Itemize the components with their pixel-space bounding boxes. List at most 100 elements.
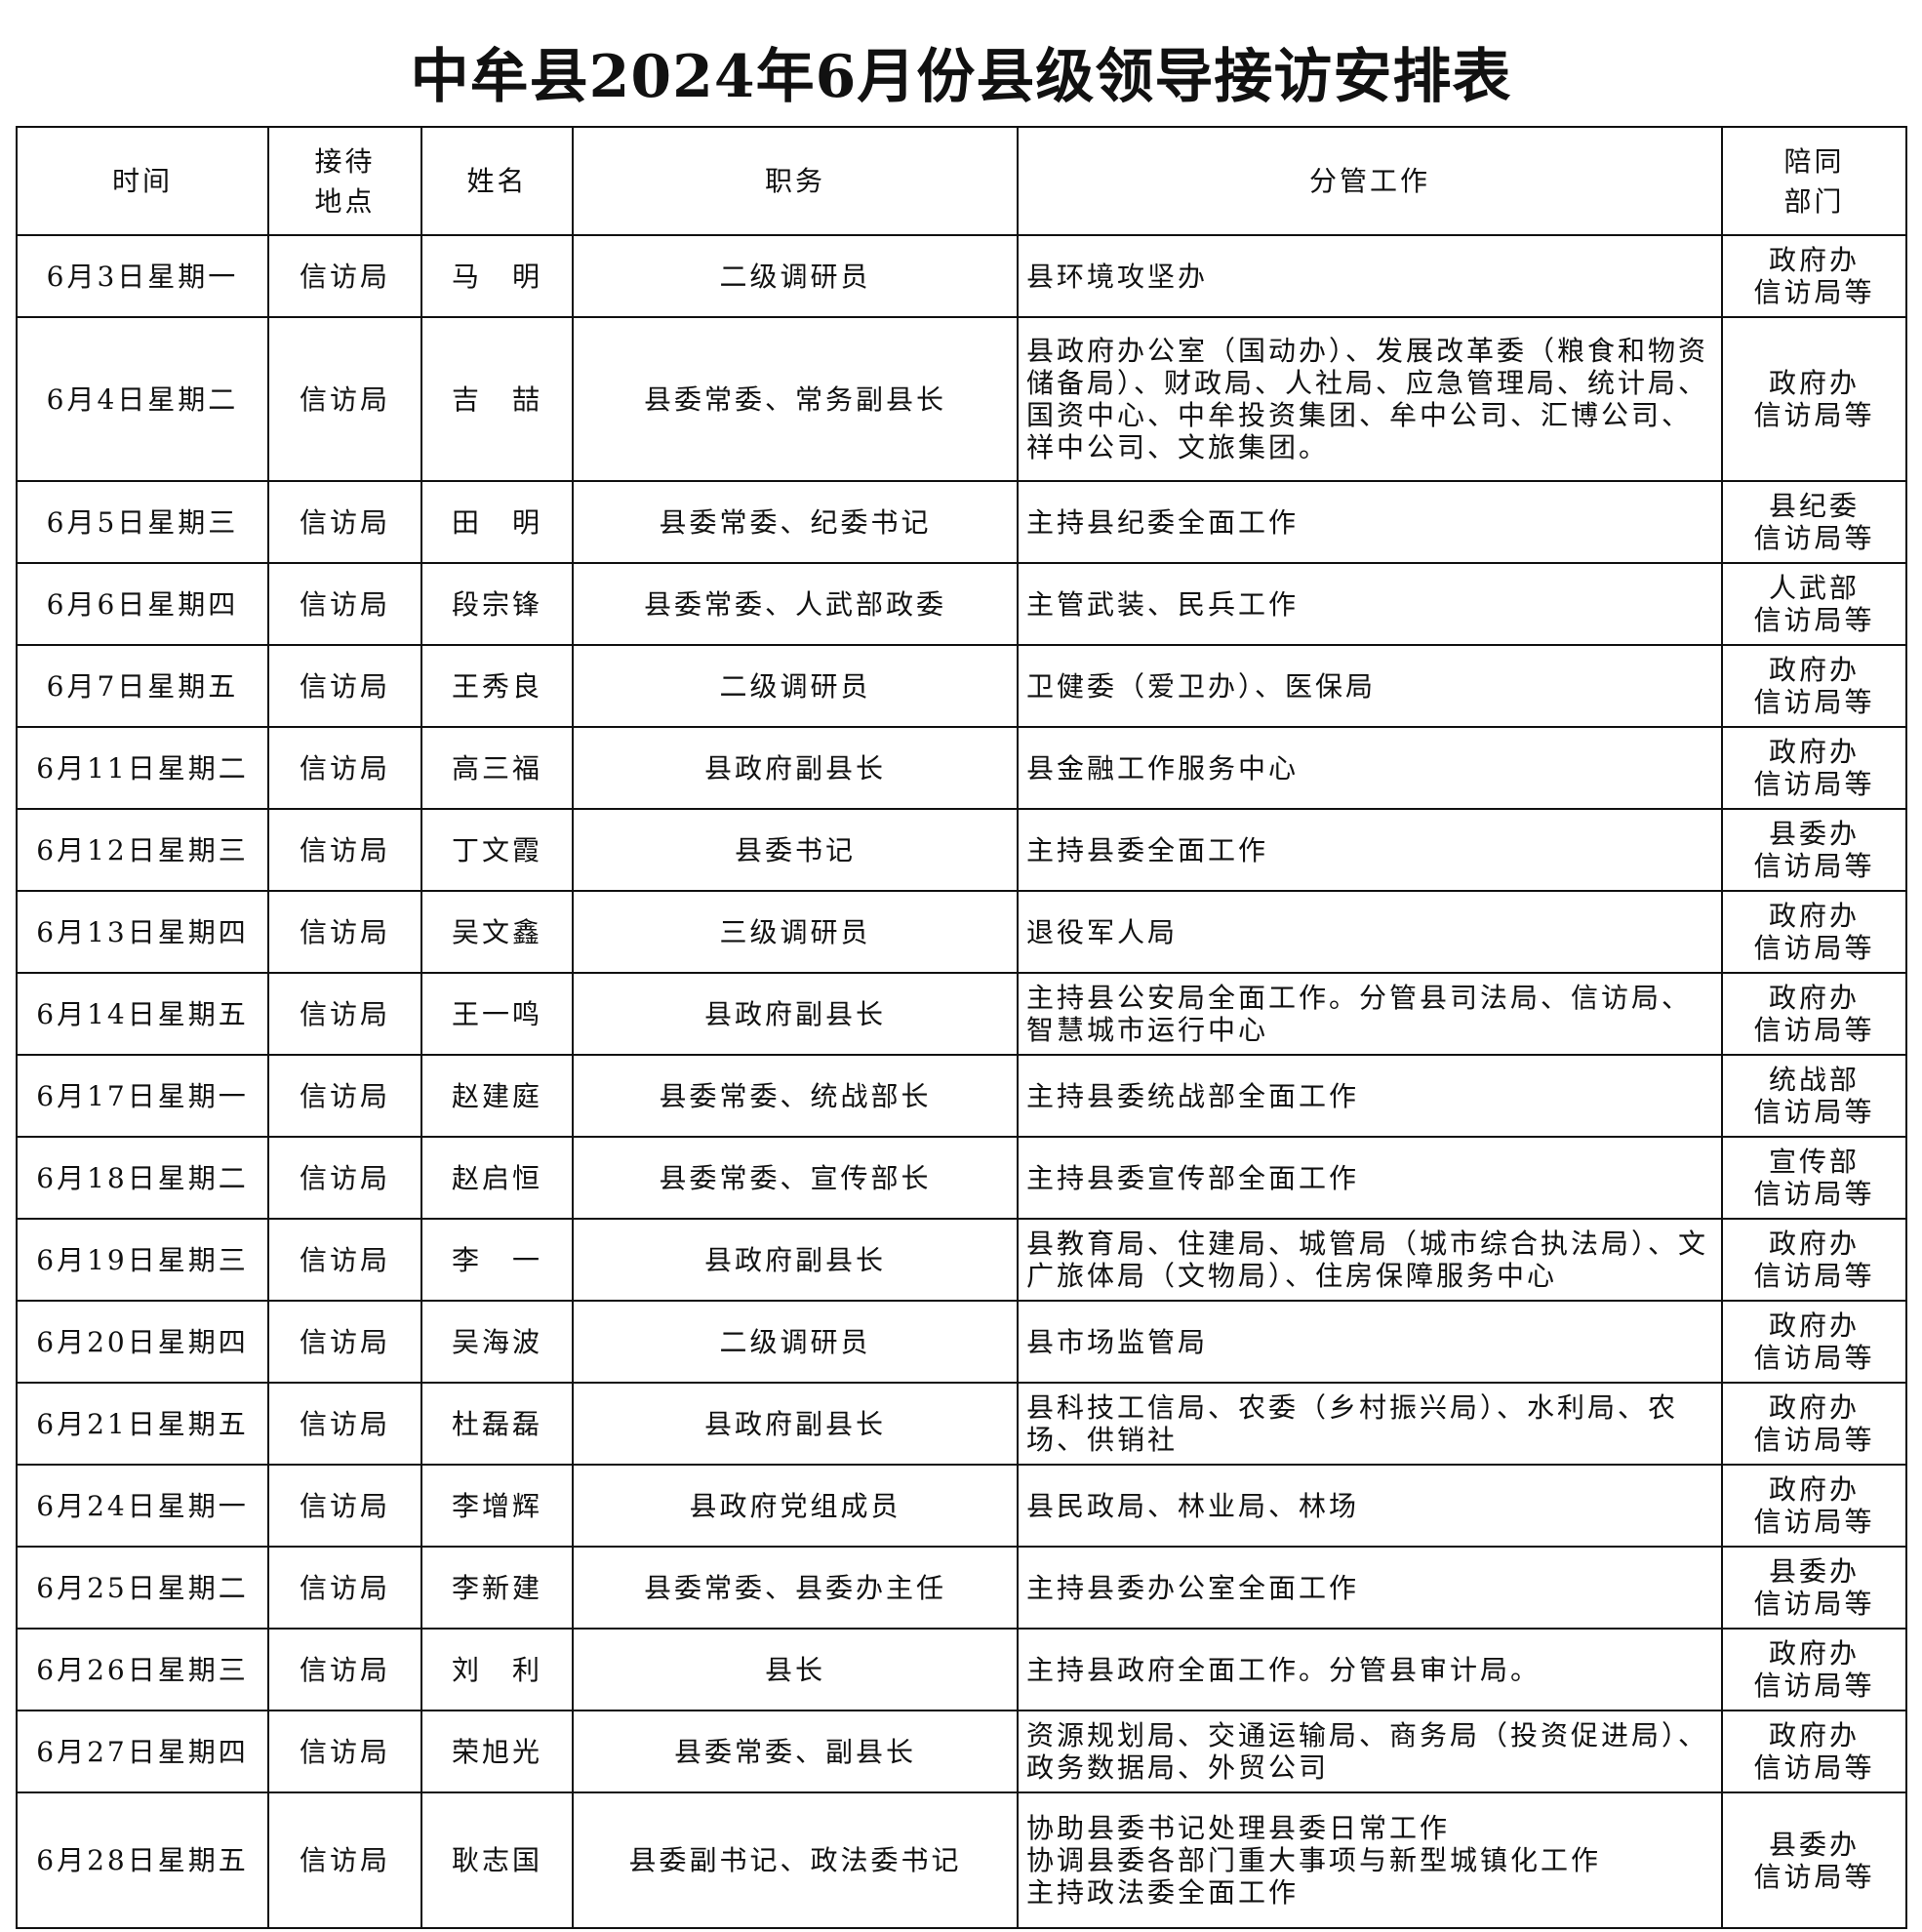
- date-cell: 6月17日星期一: [16, 1054, 269, 1138]
- header-row: 时间 接待 地点 姓名 职务 分管工作 陪同 部门: [16, 126, 1907, 236]
- place-cell: 信访局: [267, 1628, 422, 1711]
- name-cell: 段宗锋: [420, 562, 574, 646]
- place-cell: 信访局: [267, 480, 422, 564]
- place-cell: 信访局: [267, 890, 422, 974]
- date-cell: 6月14日星期五: [16, 972, 269, 1056]
- dept-cell: 政府办 信访局等: [1721, 1218, 1907, 1302]
- place-cell: 信访局: [267, 1546, 422, 1630]
- name-cell: 杜磊磊: [420, 1382, 574, 1466]
- work-cell: 主持县纪委全面工作: [1017, 480, 1723, 564]
- date-cell: 6月6日星期四: [16, 562, 269, 646]
- header-date: 时间: [16, 126, 269, 236]
- place-cell: 信访局: [267, 1136, 422, 1220]
- date-cell: 6月25日星期二: [16, 1546, 269, 1630]
- name-cell: 李增辉: [420, 1464, 574, 1548]
- title-cell: 县政府副县长: [572, 726, 1019, 810]
- place-cell: 信访局: [267, 726, 422, 810]
- title-cell: 县委书记: [572, 808, 1019, 892]
- header-name: 姓名: [420, 126, 574, 236]
- table-row: 6月28日星期五 信访局 耿志国 县委副书记、政法委书记 协助县委书记处理县委日常工作 …: [16, 1791, 1907, 1929]
- table-row: 6月5日星期三 信访局田 明县委常委、纪委书记 主持县纪委全面工作 县纪委 信访局等: [16, 480, 1907, 564]
- date-cell: 6月24日星期一: [16, 1464, 269, 1548]
- date-cell: 6月11日星期二: [16, 726, 269, 810]
- date-cell: 6月4日星期二: [16, 316, 269, 482]
- table-row: 6月25日星期二 信访局 李新建 县委常委、县委办主任 主持县委办公室全面工作 县委办 信…: [16, 1546, 1907, 1630]
- name-cell: 高三福: [420, 726, 574, 810]
- work-cell: 县市场监管局: [1017, 1300, 1723, 1384]
- title-cell: 县政府副县长: [572, 1382, 1019, 1466]
- work-cell: 县民政局、林业局、林场: [1017, 1464, 1723, 1548]
- date-cell: 6月12日星期三: [16, 808, 269, 892]
- date-cell: 6月3日星期一: [16, 234, 269, 318]
- table-row: 6月11日星期二 信访局 高三福 县政府副县长 县金融工作服务中心 政府办 信访局等: [16, 726, 1907, 810]
- table-row: 6月14日星期五 信访局 王一鸣 县政府副县长 主持县公安局全面工作。分管县司法局、信访…: [16, 972, 1907, 1056]
- name-cell: 李新建: [420, 1546, 574, 1630]
- name-cell: 丁文霞: [420, 808, 574, 892]
- date-cell: 6月28日星期五: [16, 1791, 269, 1929]
- table-row: 6月26日星期三 信访局刘 利县长 主持县政府全面工作。分管县审计局。 政府办 信访局…: [16, 1628, 1907, 1711]
- place-cell: 信访局: [267, 1710, 422, 1793]
- name-cell: 田 明: [420, 480, 574, 564]
- table-row: 6月3日星期一 信访局马 明二级调研员 县环境攻坚办 政府办 信访局等: [16, 234, 1907, 318]
- date-cell: 6月20日星期四: [16, 1300, 269, 1384]
- place-cell: 信访局: [267, 316, 422, 482]
- name-cell: 吉 喆: [420, 316, 574, 482]
- work-cell: 主持县委办公室全面工作: [1017, 1546, 1723, 1630]
- work-cell: 资源规划局、交通运输局、商务局（投资促进局）、政务数据局、外贸公司: [1017, 1710, 1723, 1793]
- dept-cell: 政府办 信访局等: [1721, 1628, 1907, 1711]
- table-row: 6月19日星期三 信访局李 一县政府副县长 县教育局、住建局、城管局（城市综合执法局…: [16, 1218, 1907, 1302]
- dept-cell: 县委办 信访局等: [1721, 1791, 1907, 1929]
- table-row: 6月7日星期五 信访局 王秀良 二级调研员 卫健委（爱卫办）、医保局 政府办 信访局等: [16, 644, 1907, 728]
- place-cell: 信访局: [267, 1054, 422, 1138]
- title-cell: 县长: [572, 1628, 1019, 1711]
- dept-cell: 政府办 信访局等: [1721, 726, 1907, 810]
- dept-cell: 政府办 信访局等: [1721, 1300, 1907, 1384]
- date-cell: 6月13日星期四: [16, 890, 269, 974]
- dept-cell: 政府办 信访局等: [1721, 1710, 1907, 1793]
- work-cell: 县政府办公室（国动办）、发展改革委（粮食和物资储备局）、财政局、人社局、应急管理…: [1017, 316, 1723, 482]
- dept-cell: 县纪委 信访局等: [1721, 480, 1907, 564]
- work-cell: 主持县委统战部全面工作: [1017, 1054, 1723, 1138]
- work-cell: 主持县委宣传部全面工作: [1017, 1136, 1723, 1220]
- work-cell: 主持县委全面工作: [1017, 808, 1723, 892]
- title-cell: 县委副书记、政法委书记: [572, 1791, 1019, 1929]
- name-cell: 吴文鑫: [420, 890, 574, 974]
- title-cell: 县政府副县长: [572, 1218, 1019, 1302]
- date-cell: 6月26日星期三: [16, 1628, 269, 1711]
- dept-cell: 政府办 信访局等: [1721, 972, 1907, 1056]
- dept-cell: 宣传部 信访局等: [1721, 1136, 1907, 1220]
- date-cell: 6月19日星期三: [16, 1218, 269, 1302]
- work-cell: 卫健委（爱卫办）、医保局: [1017, 644, 1723, 728]
- work-cell: 县教育局、住建局、城管局（城市综合执法局）、文广旅体局（文物局）、住房保障服务中…: [1017, 1218, 1723, 1302]
- title-cell: 县委常委、常务副县长: [572, 316, 1019, 482]
- date-cell: 6月5日星期三: [16, 480, 269, 564]
- title-cell: 县委常委、统战部长: [572, 1054, 1019, 1138]
- table-row: 6月13日星期四 信访局 吴文鑫 三级调研员 退役军人局 政府办 信访局等: [16, 890, 1907, 974]
- dept-cell: 政府办 信访局等: [1721, 1464, 1907, 1548]
- place-cell: 信访局: [267, 1218, 422, 1302]
- table-row: 6月18日星期二 信访局 赵启恒 县委常委、宣传部长 主持县委宣传部全面工作 宣传部 信访…: [16, 1136, 1907, 1220]
- place-cell: 信访局: [267, 808, 422, 892]
- work-cell: 主管武装、民兵工作: [1017, 562, 1723, 646]
- dept-cell: 政府办 信访局等: [1721, 316, 1907, 482]
- dept-cell: 政府办 信访局等: [1721, 1382, 1907, 1466]
- table-row: 6月12日星期三 信访局 丁文霞 县委书记 主持县委全面工作 县委办 信访局等: [16, 808, 1907, 892]
- name-cell: 王一鸣: [420, 972, 574, 1056]
- table-row: 6月27日星期四 信访局 荣旭光 县委常委、副县长 资源规划局、交通运输局、商务局（投资…: [16, 1710, 1907, 1793]
- name-cell: 马 明: [420, 234, 574, 318]
- dept-cell: 县委办 信访局等: [1721, 1546, 1907, 1630]
- place-cell: 信访局: [267, 972, 422, 1056]
- work-cell: 县科技工信局、农委（乡村振兴局）、水利局、农场、供销社: [1017, 1382, 1723, 1466]
- place-cell: 信访局: [267, 1382, 422, 1466]
- title-cell: 县委常委、纪委书记: [572, 480, 1019, 564]
- title-cell: 县委常委、人武部政委: [572, 562, 1019, 646]
- title-cell: 县政府副县长: [572, 972, 1019, 1056]
- title-cell: 二级调研员: [572, 644, 1019, 728]
- title-cell: 二级调研员: [572, 1300, 1019, 1384]
- table-row: 6月20日星期四 信访局 吴海波 二级调研员 县市场监管局 政府办 信访局等: [16, 1300, 1907, 1384]
- place-cell: 信访局: [267, 1791, 422, 1929]
- dept-cell: 统战部 信访局等: [1721, 1054, 1907, 1138]
- title-cell: 二级调研员: [572, 234, 1019, 318]
- place-cell: 信访局: [267, 234, 422, 318]
- header-title: 职务: [572, 126, 1019, 236]
